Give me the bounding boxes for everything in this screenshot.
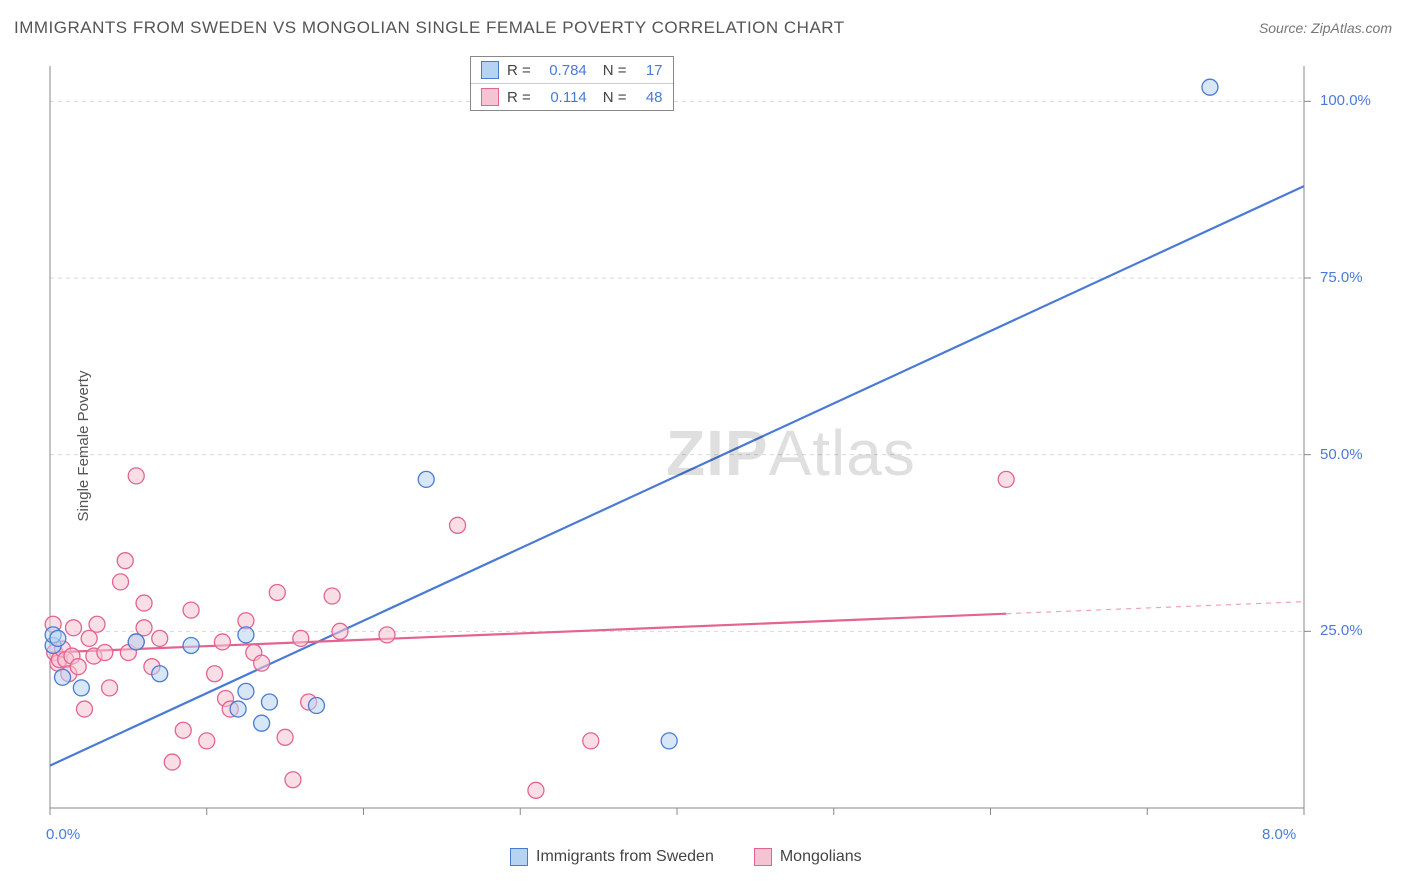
chart-title: IMMIGRANTS FROM SWEDEN VS MONGOLIAN SING… (14, 18, 845, 38)
chart-source: Source: ZipAtlas.com (1259, 20, 1392, 36)
legend-text: R =0.784N =17 (507, 62, 663, 79)
legend-row: R =0.784N =17 (471, 57, 673, 83)
x-tick-label: 8.0% (1262, 826, 1296, 843)
y-tick-label: 50.0% (1320, 446, 1363, 463)
correlation-legend: R =0.784N =17 R =0.114N =48 (470, 56, 674, 111)
legend-swatch (754, 848, 772, 866)
y-tick-label: 100.0% (1320, 92, 1371, 109)
scatter-chart-svg (46, 56, 1308, 828)
plot-area: R =0.784N =17R =0.114N =48 ZIPAtlas 25.0… (46, 56, 1308, 828)
legend-label: Mongolians (780, 848, 862, 866)
x-tick-label: 0.0% (46, 826, 80, 843)
series-legend-item: Immigrants from Sweden (510, 848, 714, 866)
legend-text: R =0.114N =48 (507, 89, 663, 106)
legend-swatch (481, 88, 499, 106)
chart-header: IMMIGRANTS FROM SWEDEN VS MONGOLIAN SING… (14, 18, 1392, 38)
y-tick-label: 25.0% (1320, 622, 1363, 639)
legend-swatch (481, 61, 499, 79)
legend-label: Immigrants from Sweden (536, 848, 714, 866)
y-tick-label: 75.0% (1320, 269, 1363, 286)
series-legend-item: Mongolians (754, 848, 862, 866)
series-legend: Immigrants from Sweden Mongolians (510, 848, 862, 866)
legend-row: R =0.114N =48 (471, 83, 673, 110)
legend-swatch (510, 848, 528, 866)
